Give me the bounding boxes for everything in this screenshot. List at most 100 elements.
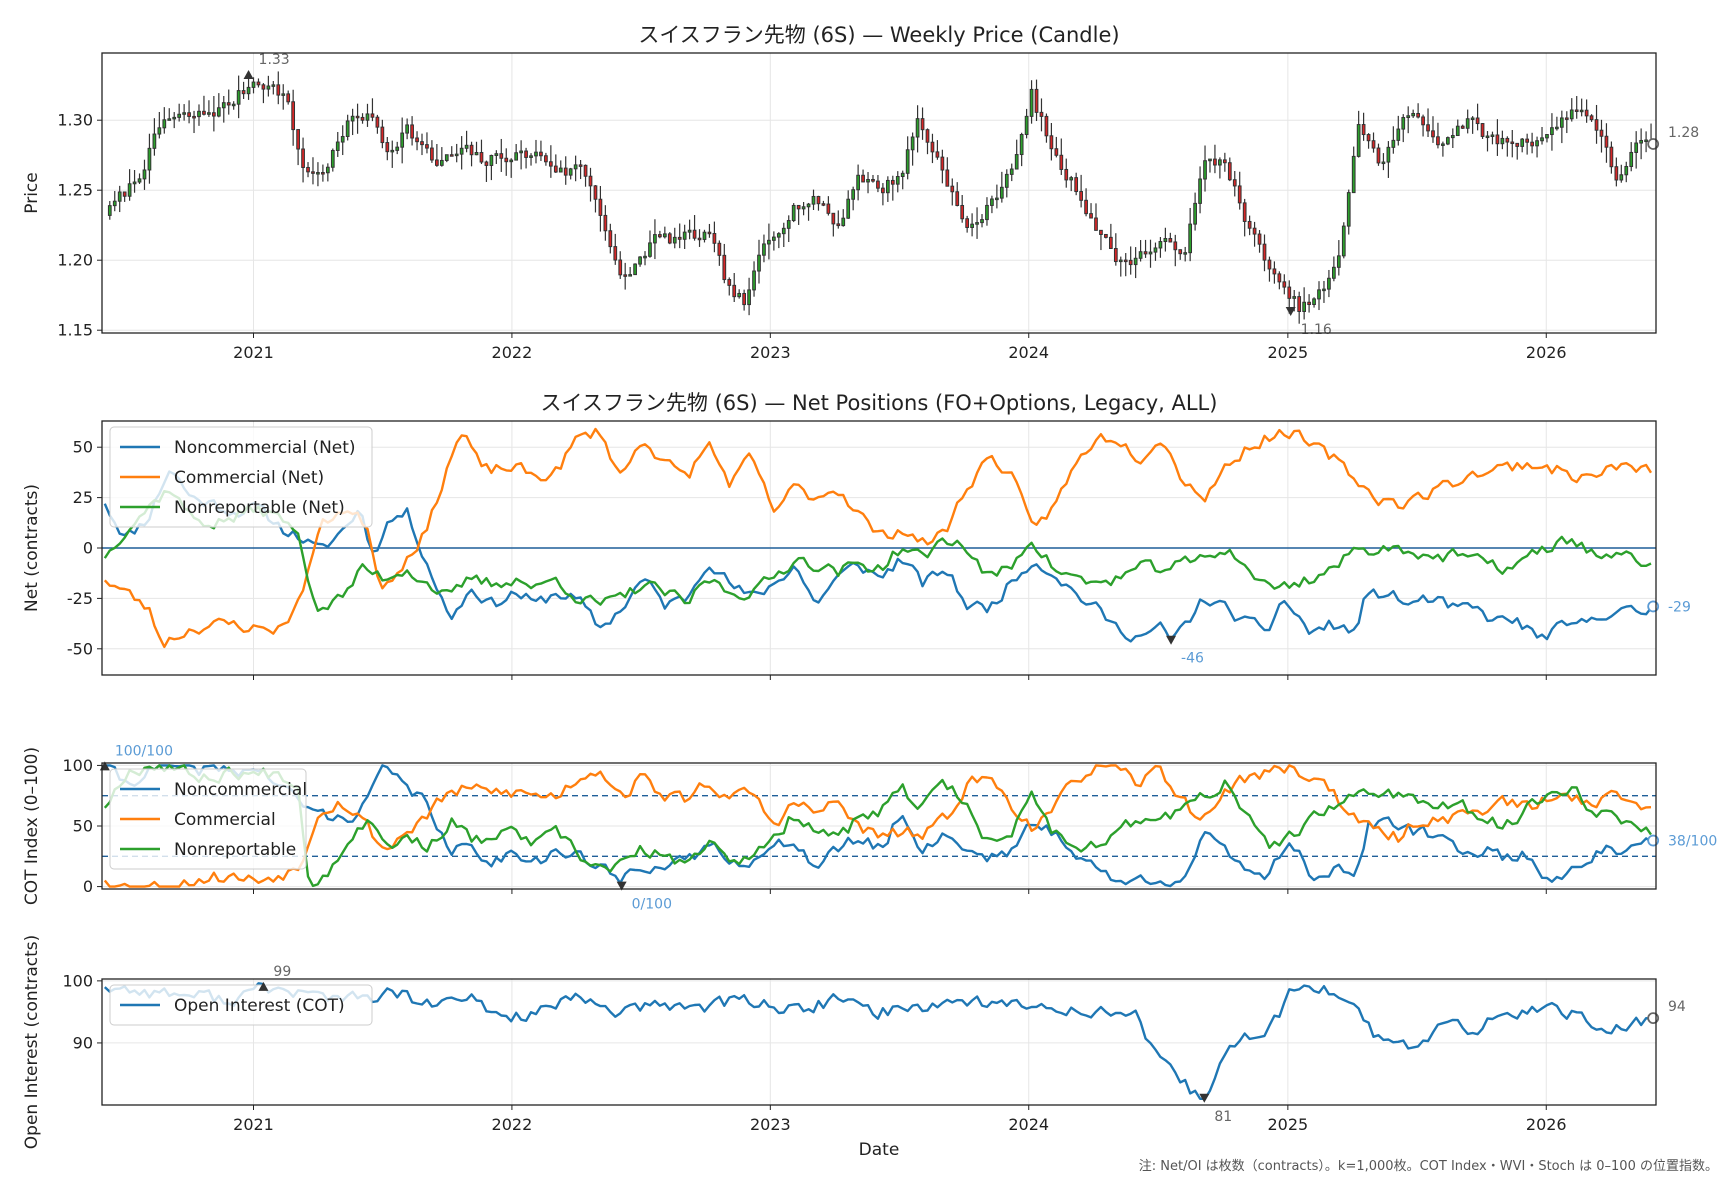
candle-body <box>1515 142 1520 147</box>
candle-body <box>1396 128 1401 141</box>
candle-body <box>950 185 955 193</box>
candle-body <box>662 233 667 238</box>
candle-body <box>514 152 519 161</box>
candle-body <box>1153 247 1158 253</box>
candle-body <box>281 93 286 96</box>
candle-body <box>454 153 459 157</box>
candle-body <box>1500 137 1505 145</box>
candle-body <box>697 237 702 241</box>
candle-body <box>1252 227 1257 235</box>
candle-body <box>965 218 970 228</box>
candle-body <box>1540 137 1544 142</box>
candle-body <box>1530 141 1534 147</box>
last-value-label: 94 <box>1668 999 1686 1015</box>
candle-body <box>107 205 112 216</box>
candle-body <box>137 178 142 183</box>
candle-body <box>608 230 613 248</box>
candle-body <box>1089 213 1093 219</box>
candle-body <box>1510 141 1515 145</box>
series-nonreportable <box>103 764 1652 888</box>
candle-body <box>623 274 628 277</box>
x-tick-label: 2026 <box>1526 1115 1567 1134</box>
candle-body <box>1366 134 1371 142</box>
candle-body <box>1322 288 1326 292</box>
candle-body <box>1584 109 1589 117</box>
candle-body <box>856 174 860 191</box>
candle-body <box>1406 115 1411 119</box>
candle-body <box>306 166 310 173</box>
candle-body <box>1609 146 1614 168</box>
candle-body <box>955 191 960 206</box>
candle-body <box>871 178 875 182</box>
candle-body <box>395 146 400 151</box>
candle-body <box>1579 109 1584 113</box>
candle-body <box>1049 135 1054 150</box>
candle-body <box>747 289 751 306</box>
candle-body <box>1039 111 1044 117</box>
legend-label-noncommercial: Noncommercial <box>174 780 307 800</box>
candle-body <box>226 102 231 106</box>
candle-body <box>613 246 618 261</box>
candle-body <box>945 169 950 187</box>
x-tick-label: 2023 <box>750 1115 791 1134</box>
candle-body <box>1574 109 1579 112</box>
last-value-marker <box>1647 834 1660 847</box>
candle-body <box>752 270 756 291</box>
candle-body <box>1599 129 1604 137</box>
candle-body <box>449 154 454 157</box>
candle-body <box>1123 259 1128 263</box>
candle-body <box>435 159 439 166</box>
candle-body <box>1401 117 1406 130</box>
open_interest-axes-frame <box>101 978 1657 1106</box>
candle-body <box>1490 134 1495 137</box>
cot_index-legend: Noncommercial Commercial Nonreportable <box>109 768 307 870</box>
candle-body <box>890 179 895 185</box>
series-noncommercial <box>104 764 1652 888</box>
candle-body <box>1128 259 1133 266</box>
last-value-label: -29 <box>1668 599 1691 615</box>
x-tick-label: 2023 <box>750 343 791 362</box>
candle-body <box>499 153 504 159</box>
candle-body <box>231 103 236 107</box>
candle-body <box>494 153 499 156</box>
x-tick-label: 2026 <box>1526 343 1567 362</box>
min-marker <box>1285 307 1296 316</box>
candle-body <box>509 159 514 163</box>
legend-label-commercial: Commercial <box>174 810 276 830</box>
candle-body <box>1168 238 1173 243</box>
candle-body <box>1376 147 1381 164</box>
candle-body <box>1475 117 1480 125</box>
candle-body <box>811 195 816 205</box>
candle-body <box>1242 202 1247 222</box>
candle-body <box>687 229 692 233</box>
candle-body <box>1346 192 1351 227</box>
candle-body <box>796 204 801 210</box>
candle-body <box>732 284 737 298</box>
candle-body <box>1505 137 1510 143</box>
candle-body <box>152 133 157 149</box>
candle-body <box>132 181 137 185</box>
candle-body <box>762 243 766 256</box>
candle-body <box>1371 140 1376 149</box>
candle-body <box>162 119 167 129</box>
candle-body <box>717 242 722 256</box>
annotation-last: -29 <box>1647 599 1691 615</box>
candle-body <box>286 93 291 103</box>
legend-box <box>109 984 373 1026</box>
candle-body <box>1232 179 1237 187</box>
candle-body <box>995 197 999 201</box>
candle-body <box>430 147 434 161</box>
candle-body <box>187 112 191 117</box>
candle-body <box>340 135 345 143</box>
candle-body <box>757 254 761 272</box>
candle-body <box>147 147 152 171</box>
last-value-label: 38/100 <box>1668 834 1717 850</box>
candle-body <box>1222 159 1227 164</box>
candle-body <box>846 198 851 219</box>
cot_index-axes-frame <box>101 762 1657 890</box>
candle-body <box>504 157 509 163</box>
candle-body <box>583 164 588 177</box>
y-tick-label: 1.20 <box>57 251 93 270</box>
candle-body <box>836 223 841 227</box>
candle-body <box>633 263 637 276</box>
